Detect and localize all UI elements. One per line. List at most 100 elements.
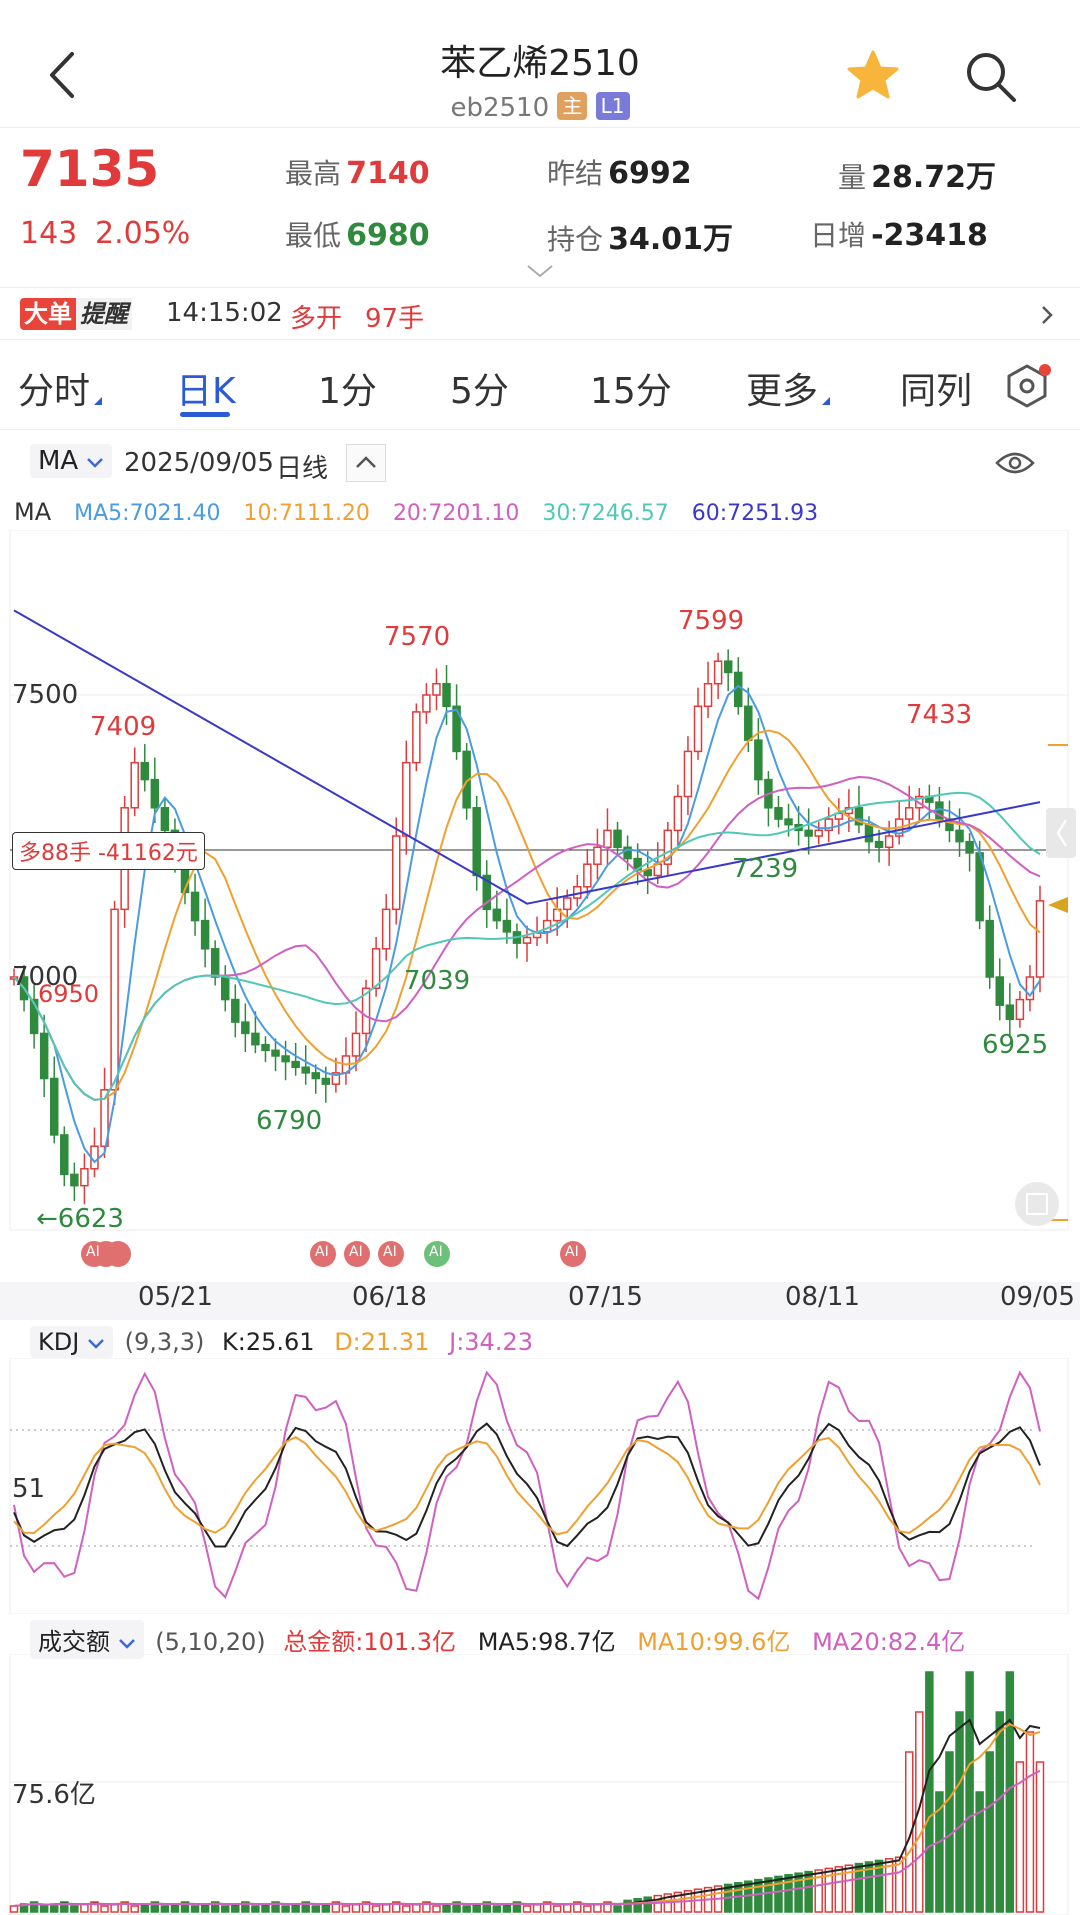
tab-5min[interactable]: 5分 (450, 362, 509, 414)
candle-down (160, 807, 170, 832)
big-order-alert-bar[interactable]: 大单 提醒 14:15:02 多开 97手 (0, 290, 1080, 340)
candle-down (49, 1077, 59, 1136)
chevron-down-icon (87, 458, 104, 468)
turnover-bar-down (794, 1872, 803, 1913)
ma5-line (13, 684, 1041, 1164)
kdj-d: D:21.31 (334, 1328, 430, 1356)
reminder-badge: 提醒 (76, 298, 132, 330)
indicator-selector[interactable]: MA (30, 444, 113, 478)
tab-1min[interactable]: 1分 (318, 362, 377, 414)
current-price-triangle-icon (1048, 897, 1068, 913)
candle-down (1005, 1004, 1015, 1021)
turnover-bar-down (29, 1901, 39, 1913)
candle-up (351, 1032, 361, 1057)
turnover-selector[interactable]: 成交额 (30, 1620, 144, 1659)
turnover-chart[interactable] (0, 1654, 1080, 1915)
ma60-line (13, 609, 1041, 905)
period-tabs: 分时 日K 1分 5分 15分 更多 同列 (0, 342, 1080, 430)
tab-compare[interactable]: 同列 (900, 362, 972, 414)
turnover-bar-down (633, 1898, 642, 1913)
volume-field: 量 28.72万 (838, 152, 996, 196)
tab-daily-k[interactable]: 日K (176, 362, 236, 414)
turnover-bar-down (482, 1901, 492, 1913)
price-change: 143 (20, 216, 78, 251)
candle-down (452, 705, 461, 753)
candle-down (271, 1049, 280, 1057)
turnover-bar-down (874, 1859, 884, 1913)
candle-down (774, 807, 783, 820)
back-arrow-icon[interactable] (44, 50, 84, 100)
annotation-6623: ←6623 (36, 1204, 124, 1234)
contract-code-row: eb2510 主 L1 (0, 92, 1080, 123)
open-interest-label: 持仓 (547, 223, 604, 256)
candle-down (231, 998, 240, 1023)
turnover-ma-lines (13, 1718, 1041, 1907)
turnover-bar-down (975, 1791, 984, 1913)
candle-down (70, 1173, 79, 1187)
candle-down (321, 1077, 331, 1085)
turnover-bar-down (452, 1901, 461, 1913)
kdj-selector[interactable]: KDJ (30, 1326, 113, 1358)
turnover-bar-down (955, 1711, 964, 1913)
turnover-bar-down (935, 1791, 944, 1913)
settings-hex-icon[interactable] (1003, 362, 1051, 410)
indicator-selector-label: MA (38, 446, 79, 476)
candle-up (1015, 998, 1025, 1021)
turnover-bar-down (925, 1671, 934, 1913)
candle-down (261, 1043, 270, 1052)
tab-intraday-label: 分时 (18, 371, 91, 412)
ma10-line (13, 729, 1041, 1101)
side-drawer-tab (1046, 808, 1076, 858)
collapse-button[interactable] (346, 444, 386, 482)
kdj-k-line (13, 1422, 1041, 1548)
tab-15min[interactable]: 15分 (590, 362, 672, 414)
tab-intraday[interactable]: 分时 (18, 362, 103, 414)
annotation-7039: 7039 (404, 966, 471, 996)
ai-badge (310, 1241, 336, 1267)
turnover-bar-up (522, 1905, 532, 1913)
tab-more[interactable]: 更多 (746, 362, 831, 414)
turnover-bar-down (210, 1901, 220, 1913)
turnover-bar-down (492, 1905, 502, 1913)
turnover-bar-up (552, 1905, 562, 1913)
candle-up (904, 807, 914, 820)
search-icon[interactable] (962, 48, 1018, 104)
dropdown-triangle-icon (822, 397, 831, 405)
quote-panel: 7135 143 2.05% 最高 7140 最低 6980 昨结 6992 持… (0, 128, 1080, 288)
ai-badge-label: AI (383, 1244, 397, 1260)
candle-up (603, 829, 612, 849)
fullscreen-icon (1015, 1182, 1059, 1226)
turnover-bar-up (1015, 1761, 1025, 1913)
turnover-bar-down (281, 1905, 290, 1913)
turnover-bar-down (70, 1905, 79, 1913)
alert-quantity: 97手 (365, 304, 425, 334)
ai-badge (560, 1241, 586, 1267)
tab-more-label: 更多 (746, 371, 819, 412)
candle-up (562, 897, 572, 911)
turnover-bar-up (844, 1864, 854, 1913)
favorite-star-icon[interactable] (845, 48, 901, 104)
turnover-bar-down (965, 1671, 974, 1913)
kdj-chart[interactable] (0, 1358, 1080, 1614)
turnover-bar-down (271, 1901, 280, 1913)
position-marker[interactable]: 多88手 -41162元 (12, 832, 205, 870)
candle-down (482, 874, 492, 911)
candle-up (663, 829, 673, 865)
candle-down (804, 829, 813, 837)
contract-code: eb2510 (450, 93, 550, 123)
candle-down (301, 1066, 310, 1074)
ma-lines (13, 609, 1041, 1164)
candlestick-chart[interactable] (0, 530, 1080, 1250)
alert-badge: 大单 提醒 (20, 298, 132, 330)
expand-chevron-icon[interactable] (525, 262, 555, 280)
date-label: 06/18 (352, 1282, 427, 1312)
eye-icon[interactable] (995, 448, 1035, 478)
candle-up (412, 711, 421, 764)
turnover-total: 总金额:101.3亿 (283, 1628, 457, 1656)
candle-up (381, 908, 391, 950)
ma30-line (13, 791, 1041, 1101)
turnover-bar-down (854, 1862, 864, 1913)
candle-up (824, 818, 834, 832)
annotation-7433: 7433 (906, 700, 973, 730)
turnover-bar-up (915, 1711, 924, 1913)
